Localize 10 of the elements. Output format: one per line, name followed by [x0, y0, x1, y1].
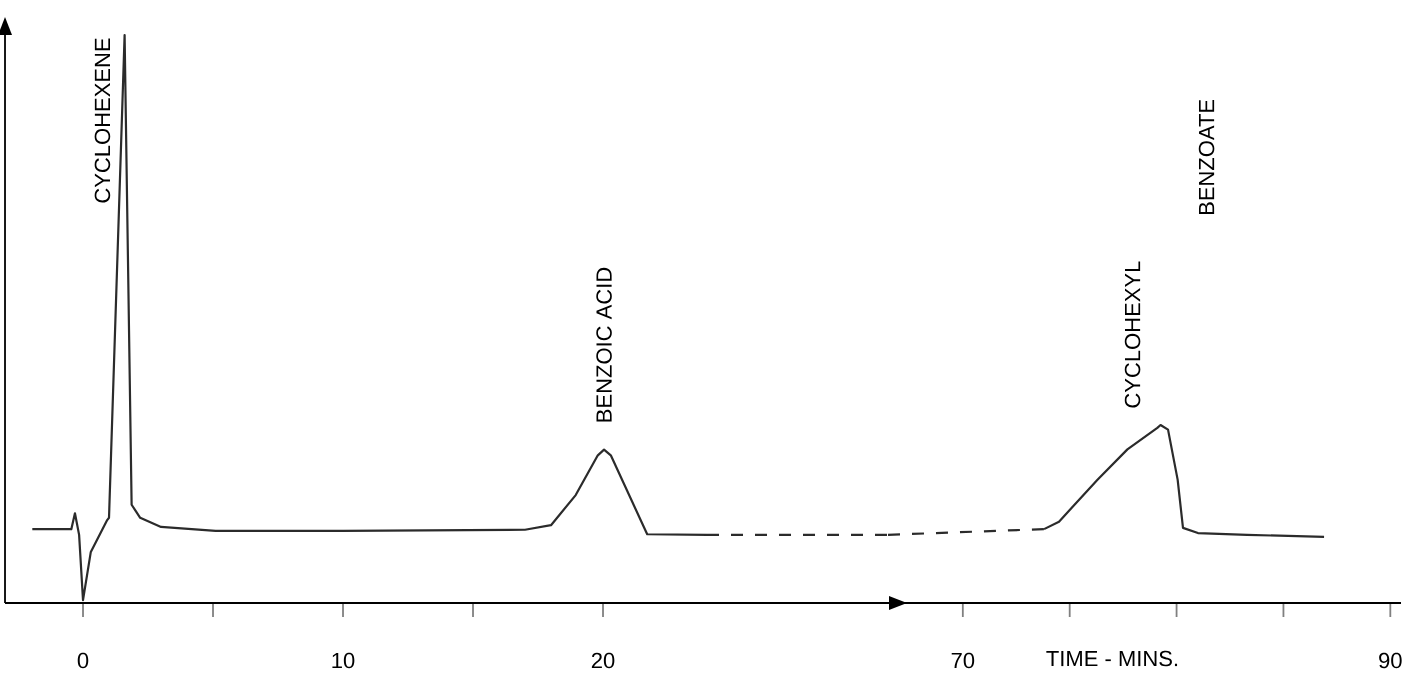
x-tick-label: 10 — [332, 652, 355, 669]
x-tick-label: 90 — [1379, 652, 1402, 669]
x-tick-label: 70 — [951, 652, 975, 669]
text: BENZOATE — [1198, 99, 1215, 215]
x-tick-label: 0 — [77, 652, 89, 669]
annotation: CYCLOHEXENE — [94, 38, 111, 203]
annotation: CYCLOHEXYL — [1124, 261, 1141, 408]
x-axis-title: TIME - MINS. — [1046, 650, 1178, 667]
annotation: BENZOIC ACID — [596, 267, 612, 422]
x-tick-label: 20 — [591, 652, 615, 669]
